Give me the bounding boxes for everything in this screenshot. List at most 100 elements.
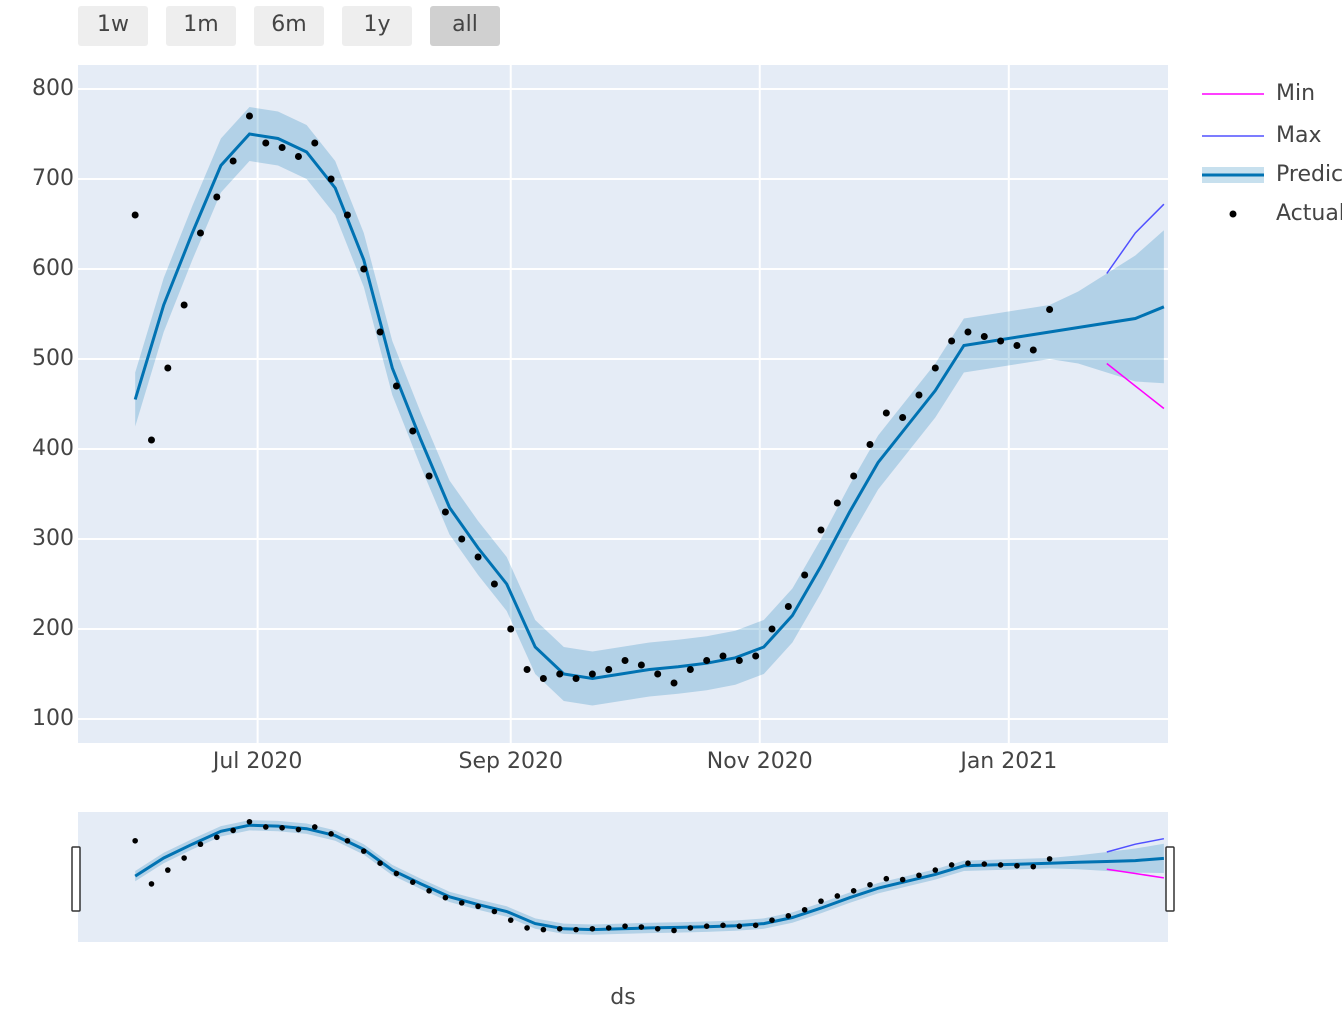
- data-point: [540, 926, 547, 933]
- y-tick-label: 600: [32, 256, 74, 281]
- data-point: [964, 328, 972, 336]
- data-point: [556, 925, 563, 932]
- data-point: [686, 665, 694, 673]
- data-point: [442, 894, 449, 901]
- data-point: [523, 665, 531, 673]
- y-tick-label: 100: [32, 706, 74, 731]
- range-button[interactable]: [166, 6, 236, 46]
- data-point: [899, 876, 906, 883]
- uncertainty-band: [135, 107, 1164, 706]
- data-point: [131, 211, 139, 219]
- data-point: [197, 841, 204, 848]
- data-point: [899, 413, 907, 421]
- data-point: [393, 870, 400, 877]
- data-point: [245, 112, 253, 120]
- data-point: [409, 879, 416, 885]
- range-handle[interactable]: [71, 846, 81, 912]
- data-point: [343, 211, 351, 219]
- y-tick-label: 500: [32, 346, 74, 371]
- data-point: [1014, 862, 1020, 869]
- data-point: [425, 472, 433, 480]
- series-line: [134, 823, 1165, 932]
- data-point: [720, 922, 726, 929]
- data-point: [246, 818, 253, 825]
- data-point: [735, 656, 743, 664]
- data-point: [637, 661, 645, 669]
- range-handle[interactable]: [1165, 846, 1175, 912]
- data-point: [638, 924, 645, 930]
- range-button[interactable]: [430, 6, 500, 46]
- data-point: [670, 679, 678, 687]
- data-point: [262, 139, 270, 147]
- data-point: [932, 867, 939, 873]
- x-tick-label: Jul 2020: [211, 749, 303, 774]
- data-point: [866, 440, 874, 448]
- data-point: [181, 855, 187, 861]
- data-point: [768, 625, 776, 633]
- data-point: [931, 364, 939, 372]
- series-line: [1106, 868, 1165, 879]
- data-point: [703, 923, 710, 929]
- data-point: [474, 553, 482, 561]
- data-point: [392, 382, 400, 390]
- y-tick-label: 800: [32, 76, 74, 101]
- data-point: [752, 922, 759, 929]
- range-button-label: all: [452, 12, 478, 37]
- range-button[interactable]: [342, 6, 412, 46]
- range-button-label: 6m: [271, 12, 306, 37]
- series-line: [133, 132, 1165, 681]
- data-point: [980, 333, 988, 341]
- data-point: [850, 888, 857, 894]
- data-point: [132, 837, 138, 844]
- data-point: [622, 923, 628, 929]
- data-point: [539, 674, 547, 682]
- y-tick-label: 400: [32, 436, 74, 461]
- data-point: [507, 917, 514, 923]
- data-point: [327, 175, 335, 183]
- data-point: [490, 580, 498, 588]
- data-point: [344, 837, 351, 844]
- data-point: [605, 665, 613, 673]
- y-tick-label: 200: [32, 616, 74, 641]
- data-point: [278, 144, 286, 152]
- data-point: [1013, 342, 1021, 350]
- data-point: [784, 602, 792, 610]
- data-point: [736, 923, 743, 929]
- data-point: [572, 674, 580, 682]
- range-button[interactable]: [254, 6, 324, 46]
- data-point: [573, 926, 579, 933]
- plot-area: [78, 65, 1168, 743]
- x-tick-label: Jan 2021: [958, 749, 1057, 774]
- data-point: [165, 867, 171, 873]
- data-point: [965, 860, 971, 866]
- range-button-label: 1w: [97, 12, 129, 37]
- range-button[interactable]: [78, 6, 148, 46]
- data-point: [605, 925, 612, 931]
- data-point: [360, 848, 367, 854]
- range-slider[interactable]: [78, 812, 1168, 942]
- data-point: [491, 908, 498, 915]
- x-tick-label: Nov 2020: [707, 749, 813, 774]
- data-point: [311, 139, 319, 147]
- data-point: [654, 925, 661, 932]
- data-point: [1030, 863, 1037, 870]
- data-point: [818, 898, 824, 904]
- data-point: [997, 337, 1005, 345]
- data-point: [621, 656, 629, 664]
- data-point: [671, 927, 677, 934]
- data-point: [719, 652, 727, 660]
- data-point: [687, 925, 694, 931]
- data-point: [833, 499, 841, 507]
- data-point: [915, 391, 923, 399]
- range-button-label: 1m: [183, 12, 218, 37]
- data-point: [1046, 856, 1053, 862]
- data-point: [148, 881, 155, 887]
- data-point: [262, 824, 269, 830]
- legend-marker: [1229, 210, 1237, 218]
- legend-label: Predicted: [1276, 162, 1342, 187]
- data-point: [654, 670, 662, 678]
- range-button-label: 1y: [363, 12, 390, 37]
- x-axis-title: ds: [610, 985, 635, 1010]
- data-point: [229, 157, 237, 165]
